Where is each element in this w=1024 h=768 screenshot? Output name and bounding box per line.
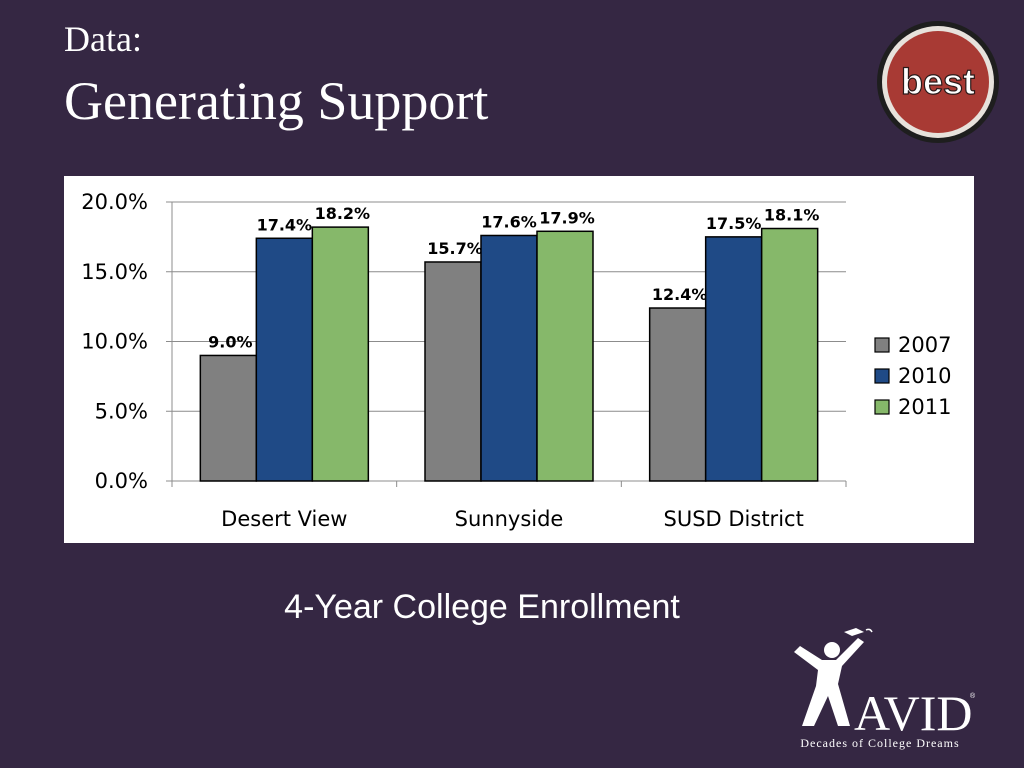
avid-logo-icon: AVID ® <box>794 628 976 741</box>
y-tick-label: 5.0% <box>95 399 148 423</box>
bar <box>480 234 538 482</box>
svg-text:®: ® <box>970 692 976 700</box>
slide-title: Generating Support <box>64 71 489 131</box>
data-label: 18.1% <box>764 206 820 225</box>
y-tick-label: 15.0% <box>81 260 148 284</box>
bar <box>311 226 370 482</box>
bar <box>255 237 314 482</box>
data-label: 17.4% <box>257 215 313 234</box>
chart-caption: 4-Year College Enrollment <box>284 588 680 626</box>
data-label: 18.2% <box>315 204 371 223</box>
slide-subtitle: Data: <box>64 19 142 59</box>
badge-label: best <box>901 61 975 102</box>
logo-tagline: Decades of College Dreams <box>800 736 960 750</box>
bar <box>424 261 482 482</box>
data-label: 17.6% <box>481 212 537 231</box>
best-badge-icon: best <box>877 21 999 143</box>
data-label: 17.9% <box>539 208 595 227</box>
bar <box>199 354 258 482</box>
enrollment-bar-chart: 0.0% 5.0% 10.0% 15.0% 20.0% 9.0% 17.4%18.2% Des… <box>81 190 951 531</box>
bar <box>536 230 594 482</box>
logo-wordmark: AVID <box>854 685 973 741</box>
y-tick-label: 20.0% <box>81 190 148 214</box>
data-label: 9.0% <box>208 332 252 351</box>
data-label: 17.5% <box>706 214 762 233</box>
legend-label: 2010 <box>898 364 951 388</box>
bar <box>760 227 819 482</box>
legend-label: 2011 <box>898 395 951 419</box>
legend-swatch <box>874 368 890 384</box>
y-tick-label: 0.0% <box>95 469 148 493</box>
legend-swatch <box>874 399 890 415</box>
legend-label: 2007 <box>898 333 951 357</box>
data-label: 15.7% <box>427 239 483 258</box>
chart-panel: 0.0% 5.0% 10.0% 15.0% 20.0% 9.0% 17.4% 18.2% Des… <box>64 176 974 543</box>
legend-swatch <box>874 337 890 353</box>
x-tick-label: SUSD District <box>664 507 804 531</box>
bar <box>648 307 707 482</box>
data-label: 12.4% <box>652 285 708 304</box>
x-tick-label: Sunnyside <box>455 507 564 531</box>
x-tick-label: Desert View <box>221 507 347 531</box>
y-tick-label: 10.0% <box>81 330 148 354</box>
bar <box>704 236 763 482</box>
